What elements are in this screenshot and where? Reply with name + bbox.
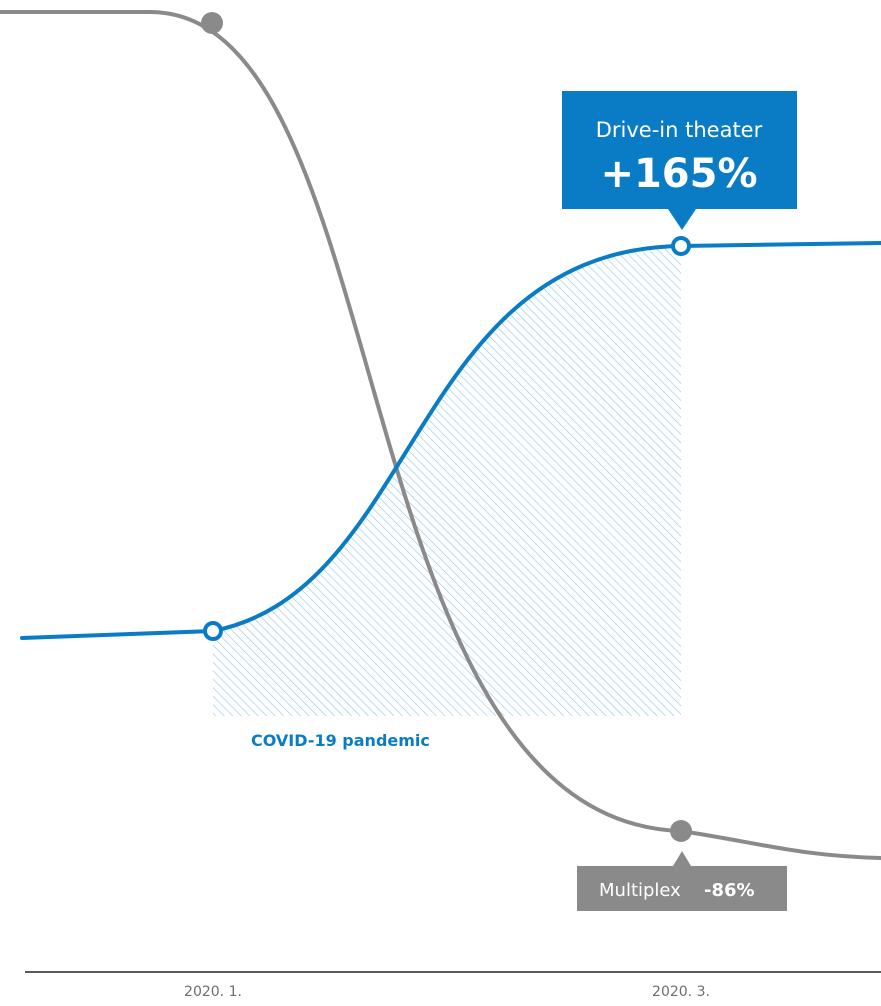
x-tick-label-2020-3: 2020. 3. — [652, 984, 710, 1000]
multiplex-callout-value: -86% — [704, 880, 755, 901]
drive-in-callout: Drive-in theater +165% — [562, 91, 797, 230]
pandemic-label: COVID-19 pandemic — [233, 718, 434, 762]
multiplex-start-point — [201, 12, 223, 34]
multiplex-callout-label: Multiplex — [599, 880, 681, 901]
multiplex-series-line — [0, 10, 881, 860]
multiplex-callout-box — [577, 851, 787, 911]
x-tick-label-2020-1: 2020. 1. — [184, 984, 242, 1000]
drive-in-callout-value: +165% — [600, 151, 757, 197]
drive-in-end-point — [671, 236, 691, 256]
pandemic-label-text: COVID-19 pandemic — [251, 731, 430, 750]
drive-in-callout-box — [562, 91, 797, 230]
drive-in-start-point — [203, 621, 223, 641]
pandemic-shaded-area — [213, 246, 681, 716]
drive-in-series-line — [20, 241, 881, 640]
multiplex-callout: Multiplex -86% — [577, 851, 787, 911]
multiplex-end-point — [670, 820, 692, 842]
drive-in-callout-label: Drive-in theater — [596, 118, 763, 142]
pandemic-label-box — [233, 718, 434, 762]
